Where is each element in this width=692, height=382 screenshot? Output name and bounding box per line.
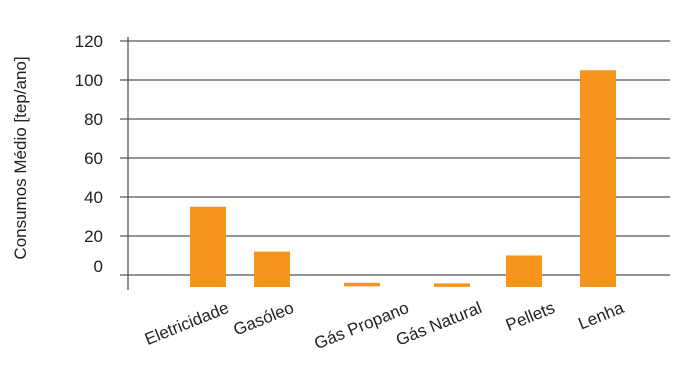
bars [190,70,616,287]
x-tick-label-gasóleo: Gasóleo [231,298,297,339]
y-tick-labels: 0 20 40 60 80 100 120 [75,32,103,276]
y-tick-label-80: 80 [84,110,103,129]
bar-gasóleo [254,251,290,287]
y-tick-label-60: 60 [84,149,103,168]
x-tick-label-pellets: Pellets [503,298,557,335]
y-tick-label-0: 0 [94,257,103,276]
bar-gás-natural [434,283,470,287]
bar-gás-propano [344,282,380,287]
y-tick-label-100: 100 [75,71,103,90]
bar-pellets [506,255,542,287]
y-tick-label-20: 20 [84,227,103,246]
y-tick-label-40: 40 [84,188,103,207]
bar-eletricidade [190,206,226,287]
y-axis-title: Consumos Médio [tep/ano] [11,56,30,259]
x-tick-label-lenha: Lenha [576,298,627,334]
x-tick-label-eletricidade: Eletricidade [142,298,231,349]
y-tick-label-120: 120 [75,32,103,51]
bar-lenha [580,70,616,287]
x-tick-label-gás-propano: Gás Propano [311,298,411,353]
